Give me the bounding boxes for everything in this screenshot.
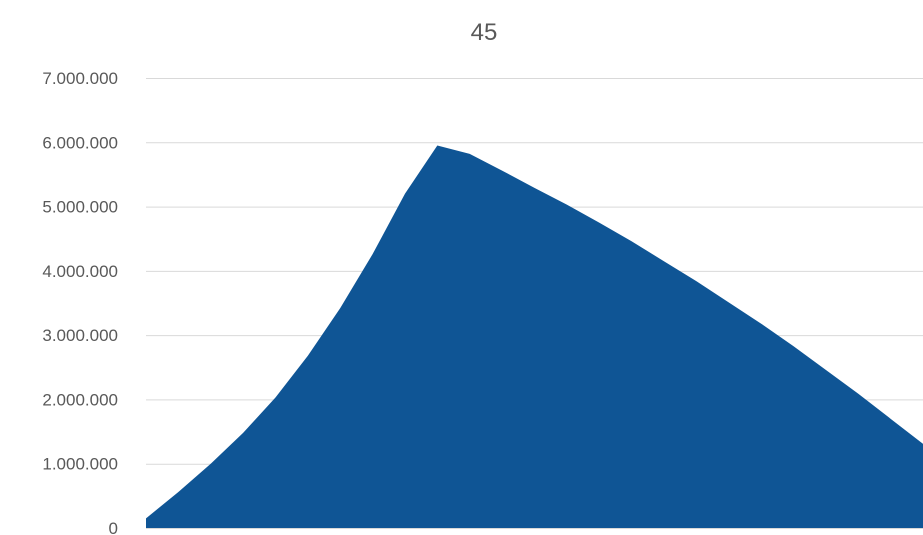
area-series-0 [146, 145, 923, 528]
y-tick-label: 7.000.000 [42, 69, 118, 88]
plot-area [146, 145, 923, 528]
y-tick-label: 0 [109, 519, 118, 535]
y-tick-label: 5.000.000 [42, 198, 118, 217]
y-tick-label: 6.000.000 [42, 133, 118, 152]
chart-title: 45 [471, 19, 498, 46]
y-tick-label: 4.000.000 [42, 262, 118, 281]
y-axis-tick-labels: 0 1.000.000 2.000.000 3.000.000 4.000.000 5.0… [42, 69, 118, 535]
y-tick-label: 3.000.000 [42, 326, 118, 345]
y-tick-label: 2.000.000 [42, 390, 118, 409]
y-tick-label: 1.000.000 [42, 455, 118, 474]
